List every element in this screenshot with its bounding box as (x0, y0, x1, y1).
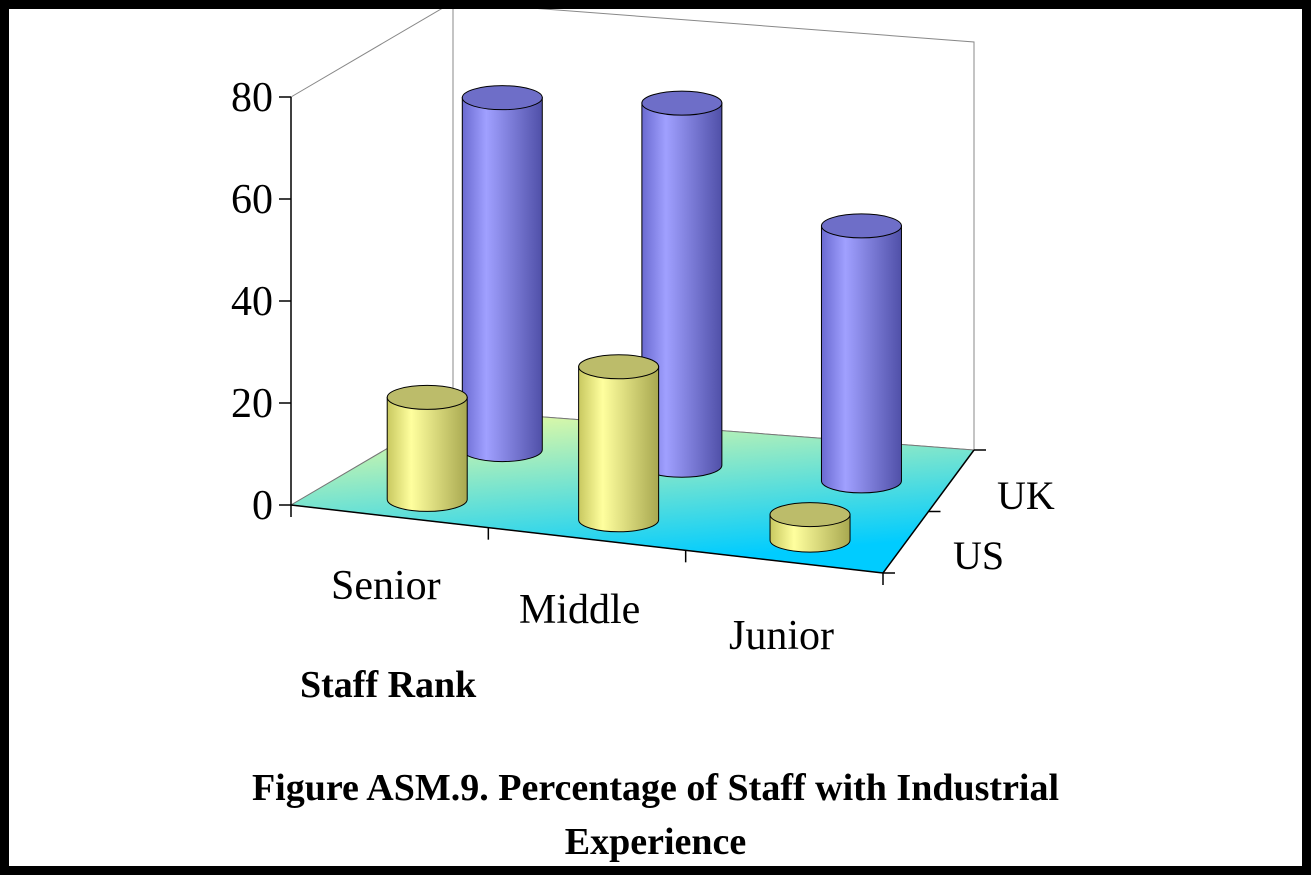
cylinder-top (461, 85, 543, 111)
cylinder-uk-senior (461, 85, 543, 463)
x-axis-line (290, 504, 884, 574)
cylinder-top (386, 384, 468, 410)
y-tick-label: 80 (231, 75, 273, 121)
series-label-uk: UK (997, 473, 1055, 518)
x-category-label: Senior (331, 563, 441, 609)
cylinder-top (641, 90, 723, 116)
bars (386, 85, 902, 553)
cylinder-body (461, 97, 543, 463)
caption-line-1: Figure ASM.9. Percentage of Staff with I… (251, 767, 1060, 809)
cylinder-us-junior (769, 502, 851, 553)
chart: 0 20 40 60 80 Senior Middle Junior US UK Staff Ra… (231, 9, 1055, 706)
cylinder-uk-junior (820, 213, 902, 494)
cylinder-us-middle (578, 354, 660, 533)
cylinder-top (769, 502, 851, 528)
caption-line-2: Experience (564, 821, 747, 863)
axes: 0 20 40 60 80 Senior Middle Junior US UK (231, 75, 1055, 659)
cylinder-top (578, 354, 660, 380)
cylinder-body (820, 225, 902, 494)
cylinder-body (386, 396, 468, 512)
x-category-label: Junior (729, 613, 834, 659)
cylinder-us-senior (386, 384, 468, 512)
series-label-us: US (953, 533, 1004, 578)
cylinder-body (578, 366, 660, 533)
cylinder-top (820, 213, 902, 239)
figure-caption: Figure ASM.9. Percentage of Staff with I… (9, 761, 1302, 866)
x-axis-title: Staff Rank (300, 664, 477, 706)
y-tick-label: 20 (231, 381, 273, 427)
y-tick-label: 60 (231, 177, 273, 223)
y-tick-label: 40 (231, 279, 273, 325)
y-tick-label: 0 (252, 483, 273, 529)
x-category-label: Middle (519, 587, 640, 633)
